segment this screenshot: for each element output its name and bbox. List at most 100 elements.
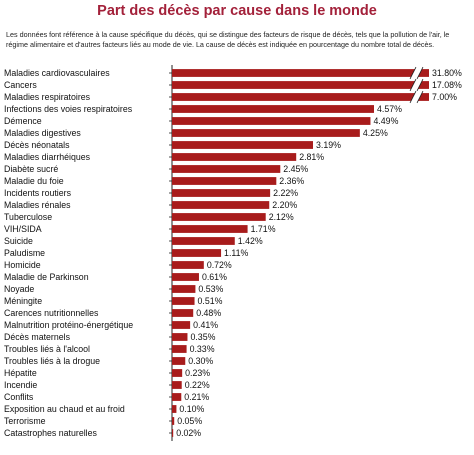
bar (172, 189, 271, 197)
bar (172, 165, 281, 173)
category-label: Homicide (4, 260, 41, 270)
chart-title: Part des décès par cause dans le monde (97, 3, 377, 19)
bar (172, 273, 199, 281)
bar (172, 261, 204, 269)
value-label: 0.23% (185, 368, 210, 378)
category-label: Maladies cardiovasculaires (4, 68, 110, 78)
value-label: 17.08% (432, 80, 462, 90)
bar (172, 129, 360, 137)
value-label: 1.11% (224, 248, 248, 258)
bar (172, 201, 270, 209)
value-label: 0.33% (190, 344, 215, 354)
bar (172, 93, 429, 101)
bar (172, 417, 175, 425)
value-label: 4.49% (373, 116, 398, 126)
axis-break-mark (416, 66, 424, 80)
value-label: 0.48% (196, 308, 221, 318)
bar (172, 225, 248, 233)
value-label: 2.20% (272, 200, 297, 210)
value-label: 0.02% (176, 428, 201, 438)
bar (172, 393, 182, 401)
value-label: 31.80% (432, 68, 462, 78)
category-label: Carences nutritionnelles (4, 308, 99, 318)
chart-subtitle: Les données font référence à la cause sp… (6, 30, 450, 49)
category-label: VIH/SIDA (4, 224, 42, 234)
value-label: 0.22% (185, 380, 210, 390)
category-label: Troubles liés à l'alcool (4, 344, 90, 354)
category-label: Paludisme (4, 248, 45, 258)
value-label: 0.72% (207, 260, 232, 270)
bar (172, 141, 313, 149)
value-label: 2.12% (269, 212, 294, 222)
value-label: 4.57% (377, 104, 402, 114)
value-label: 0.21% (184, 392, 209, 402)
category-label: Incidents routiers (4, 188, 72, 198)
bar (172, 405, 177, 413)
value-label: 0.05% (177, 416, 202, 426)
category-label: Noyade (4, 284, 34, 294)
axis-break-gap (410, 79, 423, 91)
axis-break-mark (416, 78, 424, 92)
value-label: 3.19% (316, 140, 341, 150)
axis-break-mark (409, 66, 417, 80)
bar (172, 297, 195, 305)
bar (172, 345, 187, 353)
category-label: Suicide (4, 236, 33, 246)
value-label: 0.35% (190, 332, 215, 342)
value-label: 0.41% (193, 320, 218, 330)
bar (172, 369, 183, 377)
value-label: 2.81% (299, 152, 324, 162)
category-label: Maladies digestives (4, 128, 81, 138)
bar (172, 81, 429, 89)
category-label: Hépatite (4, 368, 37, 378)
value-label: 2.22% (273, 188, 298, 198)
value-label: 7.00% (432, 92, 457, 102)
bar (172, 429, 174, 437)
category-label: Décès néonatals (4, 140, 70, 150)
bar (172, 321, 191, 329)
value-label: 4.25% (363, 128, 388, 138)
category-label: Méningite (4, 296, 42, 306)
bar (172, 237, 235, 245)
bar (172, 285, 196, 293)
bar (172, 249, 222, 257)
category-label: Décès maternels (4, 332, 71, 342)
category-label: Maladie du foie (4, 176, 64, 186)
value-label: 0.10% (179, 404, 204, 414)
category-label: Diabète sucré (4, 164, 58, 174)
category-label: Malnutrition protéino-énergétique (4, 320, 133, 330)
bar (172, 69, 429, 77)
category-label: Exposition au chaud et au froid (4, 404, 125, 414)
bar (172, 309, 194, 317)
value-label: 0.51% (198, 296, 223, 306)
bar (172, 333, 188, 341)
axis-break-gap (410, 91, 423, 103)
value-label: 0.61% (202, 272, 227, 282)
bar (172, 381, 182, 389)
value-label: 0.30% (188, 356, 213, 366)
category-label: Tuberculose (4, 212, 52, 222)
category-label: Cancers (4, 80, 37, 90)
category-label: Terrorisme (4, 416, 46, 426)
category-label: Infections des voies respiratoires (4, 104, 133, 114)
bar (172, 213, 266, 221)
category-label: Catastrophes naturelles (4, 428, 98, 438)
value-label: 1.42% (238, 236, 263, 246)
category-label: Maladies diarrhéiques (4, 152, 91, 162)
bar (172, 105, 374, 113)
category-label: Troubles liés à la drogue (4, 356, 100, 366)
category-label: Maladies respiratoires (4, 92, 91, 102)
category-label: Conflits (4, 392, 34, 402)
bar (172, 357, 186, 365)
category-label: Incendie (4, 380, 37, 390)
value-label: 2.36% (279, 176, 304, 186)
bar (172, 153, 297, 161)
axis-break-mark (409, 90, 417, 104)
axis-break-mark (416, 90, 424, 104)
bar (172, 117, 371, 125)
bar (172, 177, 277, 185)
value-label: 2.45% (283, 164, 308, 174)
axis-break-gap (410, 67, 423, 79)
value-label: 1.71% (251, 224, 276, 234)
